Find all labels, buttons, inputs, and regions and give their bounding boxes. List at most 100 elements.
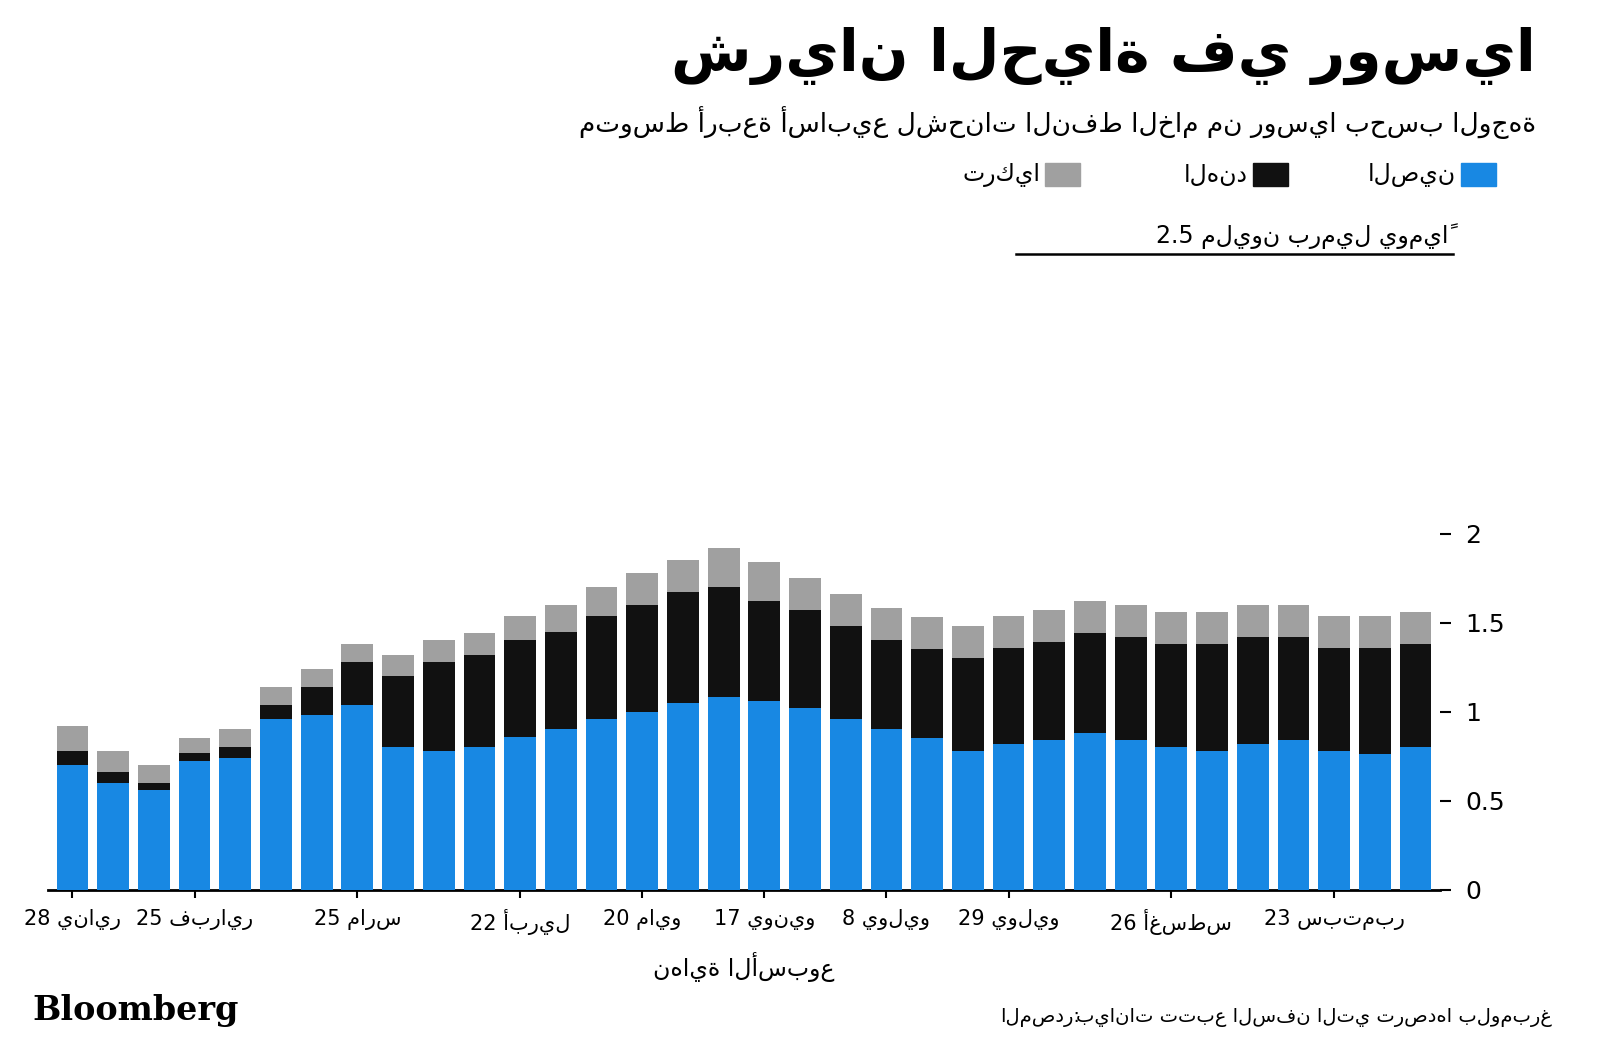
Bar [422, 662, 454, 751]
Bar [341, 662, 373, 704]
Text: تركيا: تركيا [962, 163, 1040, 186]
Bar [749, 701, 781, 890]
Bar [1237, 743, 1269, 890]
Bar [1074, 633, 1106, 733]
Text: شريان الحياة في روسيا: شريان الحياة في روسيا [672, 26, 1536, 85]
Bar [1034, 642, 1066, 740]
Bar [1155, 612, 1187, 644]
Bar [1197, 644, 1227, 751]
Bar [749, 602, 781, 701]
Bar [464, 748, 496, 890]
X-axis label: نهاية الأسبوع: نهاية الأسبوع [653, 952, 835, 982]
Bar [219, 730, 251, 748]
Bar [870, 609, 902, 641]
Bar [912, 617, 942, 649]
Bar [504, 737, 536, 890]
Bar [422, 751, 454, 890]
Bar [1115, 636, 1147, 740]
Bar [1115, 605, 1147, 636]
Bar [382, 676, 414, 748]
Bar [992, 648, 1024, 743]
Bar [1400, 748, 1432, 890]
Bar [56, 725, 88, 751]
Bar [1034, 740, 1066, 890]
Bar [464, 633, 496, 654]
Bar [952, 751, 984, 890]
Bar [1074, 733, 1106, 890]
Bar [830, 594, 862, 626]
Bar [1358, 648, 1390, 754]
Bar [504, 641, 536, 737]
Bar [1034, 610, 1066, 642]
Bar [1277, 636, 1309, 740]
Bar [586, 719, 618, 890]
Bar [1197, 612, 1227, 644]
Bar [626, 605, 658, 712]
Bar [56, 765, 88, 890]
Text: الهند: الهند [1184, 163, 1248, 186]
Bar [912, 738, 942, 890]
Bar [667, 560, 699, 592]
Bar [626, 712, 658, 890]
Bar [422, 641, 454, 662]
Bar [546, 730, 576, 890]
Bar [138, 790, 170, 890]
Bar [138, 765, 170, 783]
Bar [992, 615, 1024, 648]
Bar [667, 592, 699, 703]
Bar [1400, 644, 1432, 748]
Bar [749, 562, 781, 602]
Bar [138, 783, 170, 790]
Bar [667, 703, 699, 890]
Bar [382, 748, 414, 890]
Bar [1277, 740, 1309, 890]
Bar [952, 659, 984, 751]
Bar [870, 641, 902, 730]
Bar [341, 704, 373, 890]
Bar [1197, 751, 1227, 890]
Bar [1237, 636, 1269, 743]
Bar [1318, 615, 1350, 648]
Bar [789, 578, 821, 610]
Bar [1318, 648, 1350, 751]
Bar [504, 615, 536, 641]
Bar [261, 704, 291, 719]
Bar [219, 748, 251, 758]
Bar [789, 708, 821, 890]
Bar [1074, 602, 1106, 633]
Bar [179, 738, 210, 753]
Text: متوسط أربعة أسابيع لشحنات النفط الخام من روسيا بحسب الوجهة: متوسط أربعة أسابيع لشحنات النفط الخام من… [579, 106, 1536, 139]
Bar [341, 644, 373, 662]
Text: الصين: الصين [1368, 163, 1456, 186]
Bar [546, 605, 576, 631]
Bar [261, 686, 291, 704]
Bar [301, 715, 333, 890]
Bar [870, 730, 902, 890]
Bar [912, 649, 942, 738]
Bar [1277, 605, 1309, 636]
Bar [707, 548, 739, 587]
Bar [830, 626, 862, 719]
Text: المصدر:: المصدر: [1000, 1008, 1080, 1027]
Text: 2.5 مليون برميل يومياً: 2.5 مليون برميل يومياً [1155, 223, 1448, 249]
Bar [98, 751, 130, 772]
Bar [1358, 615, 1390, 648]
Bar [952, 626, 984, 659]
Bar [179, 753, 210, 761]
Bar [1318, 751, 1350, 890]
Bar [707, 587, 739, 698]
Bar [1155, 748, 1187, 890]
Bar [179, 761, 210, 890]
Bar [301, 669, 333, 686]
Bar [98, 772, 130, 783]
Bar [219, 758, 251, 890]
Bar [1358, 754, 1390, 890]
Bar [546, 631, 576, 730]
Bar [830, 719, 862, 890]
Bar [626, 573, 658, 605]
Bar [992, 743, 1024, 890]
Bar [98, 783, 130, 890]
Bar [707, 698, 739, 890]
Text: Bloomberg: Bloomberg [32, 994, 238, 1027]
Bar [1155, 644, 1187, 748]
